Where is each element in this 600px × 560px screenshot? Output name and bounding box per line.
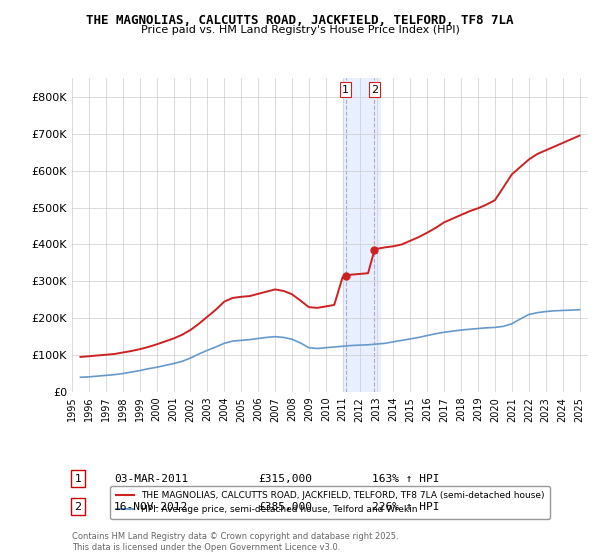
Text: 03-MAR-2011: 03-MAR-2011 (114, 474, 188, 484)
Text: THE MAGNOLIAS, CALCUTTS ROAD, JACKFIELD, TELFORD, TF8 7LA: THE MAGNOLIAS, CALCUTTS ROAD, JACKFIELD,… (86, 14, 514, 27)
Text: 1: 1 (74, 474, 82, 484)
Text: Contains HM Land Registry data © Crown copyright and database right 2025.
This d: Contains HM Land Registry data © Crown c… (72, 532, 398, 552)
Text: 2: 2 (74, 502, 82, 512)
Bar (343, 78, 380, 392)
Text: 226% ↑ HPI: 226% ↑ HPI (372, 502, 439, 512)
Text: Price paid vs. HM Land Registry's House Price Index (HPI): Price paid vs. HM Land Registry's House … (140, 25, 460, 35)
Text: 163% ↑ HPI: 163% ↑ HPI (372, 474, 439, 484)
Legend: THE MAGNOLIAS, CALCUTTS ROAD, JACKFIELD, TELFORD, TF8 7LA (semi-detached house),: THE MAGNOLIAS, CALCUTTS ROAD, JACKFIELD,… (110, 486, 550, 519)
Text: 1: 1 (342, 85, 349, 95)
Text: 2: 2 (371, 85, 378, 95)
Text: 16-NOV-2012: 16-NOV-2012 (114, 502, 188, 512)
Text: £385,000: £385,000 (258, 502, 312, 512)
Text: £315,000: £315,000 (258, 474, 312, 484)
